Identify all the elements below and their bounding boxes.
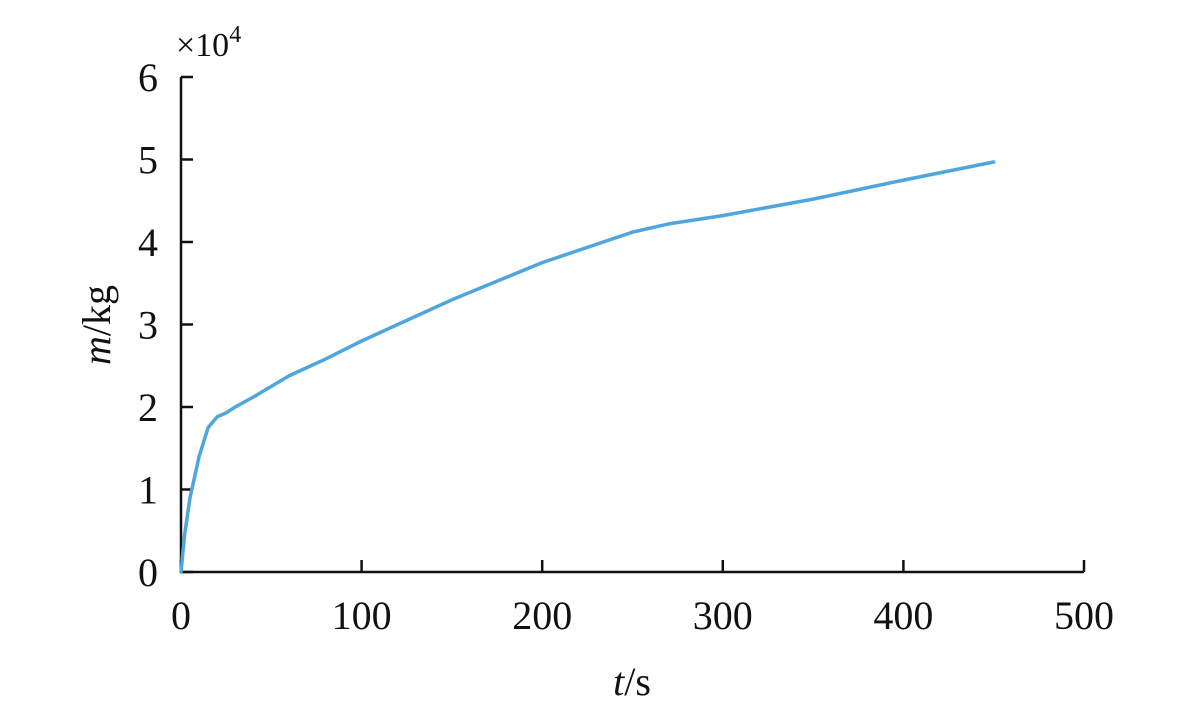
y-tick-label: 4: [138, 220, 158, 265]
x-tick-label: 200: [512, 593, 572, 638]
y-tick-label: 0: [138, 550, 158, 595]
y-axis-unit: /kg: [74, 285, 119, 336]
y-tick-label: 1: [138, 468, 158, 513]
y-multiplier-exponent: 4: [229, 22, 241, 48]
y-axis-variable: m: [74, 336, 119, 365]
x-ticks: 0 100 200 300 400 500: [171, 560, 1114, 638]
x-axis-title: t/s: [613, 659, 651, 704]
x-tick-label: 0: [171, 593, 191, 638]
x-tick-label: 500: [1054, 593, 1114, 638]
y-tick-label: 5: [138, 138, 158, 183]
x-axis-variable: t: [613, 659, 625, 704]
x-axis-unit: /s: [624, 659, 651, 704]
x-tick-label: 100: [332, 593, 392, 638]
y-multiplier-base: ×10: [176, 27, 229, 64]
series-layer: [179, 160, 996, 574]
x-tick-label: 400: [873, 593, 933, 638]
y-tick-label: 2: [138, 385, 158, 430]
y-tick-label: 3: [138, 303, 158, 348]
series-line: [179, 160, 996, 574]
axes: [179, 77, 1084, 574]
x-tick-label: 300: [693, 593, 753, 638]
y-ticks: 0 1 2 3 4 5 6: [138, 55, 193, 595]
y-axis-multiplier: ×104: [176, 22, 241, 64]
y-tick-label: 6: [138, 55, 158, 100]
y-axis-title: m/kg: [74, 285, 119, 365]
